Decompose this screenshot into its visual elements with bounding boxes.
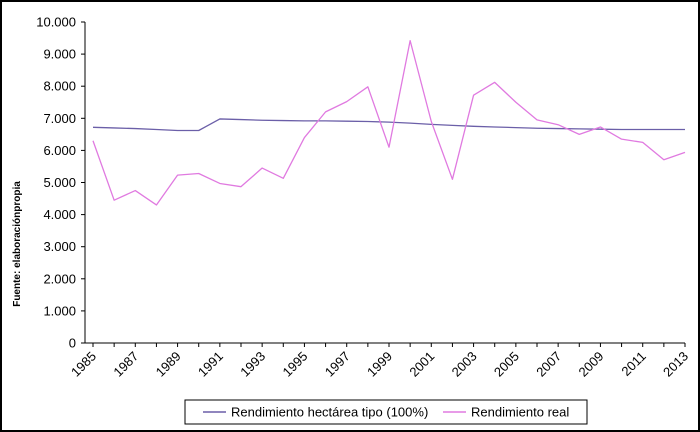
x-tick-label: 2001 [406, 349, 437, 380]
y-tick-label: 10.000 [36, 15, 76, 30]
x-tick-label: 2011 [618, 349, 648, 379]
y-tick-label: 8.000 [43, 79, 76, 94]
y-tick-label: 4.000 [43, 207, 76, 222]
series-lines [92, 39, 686, 206]
y-tick-label: 5.000 [43, 175, 76, 190]
x-tick-label: 1997 [322, 349, 353, 380]
x-tick-label: 2003 [449, 349, 480, 380]
legend-box [184, 399, 588, 425]
legend-label-hectarea-tipo: Rendimiento hectárea tipo (100%) [231, 405, 428, 420]
x-tick-label: 1993 [237, 349, 268, 380]
y-tick-label: 0 [69, 336, 76, 351]
x-tick-label: 1991 [195, 349, 226, 380]
y-tick-label: 6.000 [43, 143, 76, 158]
legend-label-rendimiento-real: Rendimiento real [471, 405, 569, 420]
x-tick-label: 2013 [660, 349, 691, 380]
x-tick-label: 2007 [533, 349, 564, 380]
legend: Rendimiento hectárea tipo (100%) Rendimi… [184, 399, 588, 425]
x-tick-label: 1985 [68, 349, 99, 380]
y-tick-label: 3.000 [43, 239, 76, 254]
x-tick-label: 1995 [279, 349, 310, 380]
y-tick-label: 9.000 [43, 47, 76, 62]
x-tick-label: 2005 [491, 349, 522, 380]
y-tick-label: 7.000 [43, 111, 76, 126]
x-tick-label: 1987 [110, 349, 141, 380]
x-tick-label: 1999 [364, 349, 395, 380]
x-tick-label: 1989 [153, 349, 184, 380]
axis-ticks: 0 1.000 2.000 3.000 4.000 5.000 6.000 7.000 8.00… [36, 15, 691, 380]
y-tick-label: 1.000 [43, 303, 76, 318]
x-tick-label: 2009 [575, 349, 606, 380]
chart-axes [84, 22, 685, 344]
y-tick-label: 2.000 [43, 271, 76, 286]
y-axis-label: Fuente: elaboraciónpropia [12, 181, 23, 307]
